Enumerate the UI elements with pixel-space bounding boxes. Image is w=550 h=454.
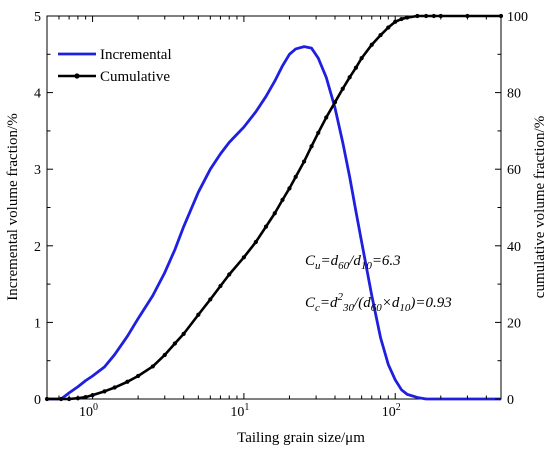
y-left-tick-label: 0 — [34, 393, 41, 408]
data-point-cumulative — [302, 159, 307, 164]
y-right-tick-label: 80 — [507, 87, 521, 102]
y-left-tick-label: 5 — [34, 10, 41, 25]
y-left-tick-label: 3 — [34, 163, 41, 178]
series-layer — [44, 13, 504, 402]
data-point-cumulative — [405, 15, 410, 20]
y-right-tick-label: 40 — [507, 240, 521, 255]
data-point-cumulative — [386, 25, 391, 30]
y-right-tick-label: 0 — [507, 393, 514, 408]
data-point-cumulative — [293, 174, 298, 179]
series-line-cumulative — [47, 14, 501, 401]
y-right-tick-label: 20 — [507, 316, 521, 331]
data-point-cumulative — [162, 352, 167, 358]
ticks-layer: 100 101 102 0 1 2 3 4 5 0 20 40 60 80 100 — [34, 10, 528, 420]
data-point-cumulative — [340, 86, 345, 91]
y-left-tick-label: 1 — [34, 316, 41, 331]
data-point-cumulative — [431, 13, 436, 19]
data-point-cumulative — [280, 197, 285, 202]
data-point-cumulative — [347, 75, 352, 80]
data-point-cumulative — [378, 33, 383, 38]
data-point-cumulative — [369, 42, 374, 47]
data-point-cumulative — [102, 389, 107, 394]
data-point-cumulative — [59, 396, 64, 402]
annotation-layer: Cu=d60/d10=6.3 Cc=d230/(d60×d10)=0.93 — [305, 253, 452, 314]
data-point-cumulative — [332, 100, 338, 105]
y-left-tick-label: 4 — [34, 87, 41, 102]
x-tick-label: 100 — [79, 402, 98, 420]
data-point-cumulative — [125, 379, 130, 384]
data-point-cumulative — [438, 13, 443, 19]
legend-label-cumulative: Cumulative — [100, 69, 170, 85]
data-point-cumulative — [208, 297, 213, 302]
y-axis-title-right: cumulative volume fraction/% — [532, 116, 548, 298]
annotation-formula-2: Cc=d230/(d60×d10)=0.93 — [305, 291, 452, 314]
data-point-cumulative — [263, 224, 269, 229]
data-point-cumulative — [150, 364, 155, 369]
data-point-cumulative — [272, 211, 277, 216]
data-point-cumulative — [218, 283, 223, 289]
data-point-cumulative — [465, 13, 470, 19]
data-point-cumulative — [399, 16, 404, 22]
data-point-cumulative — [181, 331, 186, 336]
data-point-cumulative — [112, 385, 117, 390]
data-point-cumulative — [309, 144, 314, 149]
y-right-tick-label: 100 — [507, 10, 528, 25]
series-line-incremental — [47, 45, 501, 401]
data-point-cumulative — [227, 272, 232, 277]
x-tick-label: 101 — [230, 402, 249, 420]
x-axis-title: Tailing grain size/μm — [237, 430, 365, 446]
data-point-cumulative — [316, 130, 321, 135]
data-point-cumulative — [136, 373, 141, 379]
data-point-cumulative — [241, 255, 246, 260]
legend-marker-cumulative — [74, 73, 80, 79]
legend-label-incremental: Incremental — [100, 47, 172, 63]
y-axis-title-left: Incremental volume fraction/% — [5, 113, 21, 300]
y-right-tick-label: 60 — [507, 163, 521, 178]
data-point-cumulative — [415, 13, 420, 19]
data-point-cumulative — [172, 341, 177, 346]
data-point-cumulative — [359, 56, 364, 61]
data-point-cumulative — [287, 186, 292, 191]
legend: Incremental Cumulative — [58, 47, 172, 85]
annotation-formula-1: Cu=d60/d10=6.3 — [305, 253, 401, 272]
data-point-cumulative — [196, 312, 201, 317]
data-point-cumulative — [424, 13, 429, 19]
data-point-cumulative — [353, 65, 359, 70]
y-left-tick-label: 2 — [34, 240, 41, 255]
data-point-cumulative — [253, 239, 258, 245]
x-tick-label: 102 — [382, 402, 401, 420]
data-point-cumulative — [324, 115, 329, 120]
